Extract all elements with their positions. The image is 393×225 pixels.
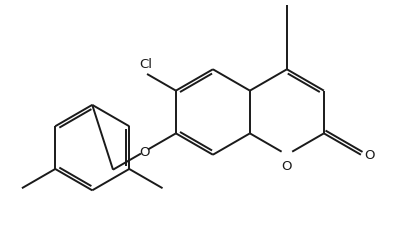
Text: O: O <box>364 148 375 162</box>
Text: Cl: Cl <box>140 58 152 71</box>
Text: O: O <box>139 145 150 158</box>
Text: O: O <box>282 160 292 173</box>
